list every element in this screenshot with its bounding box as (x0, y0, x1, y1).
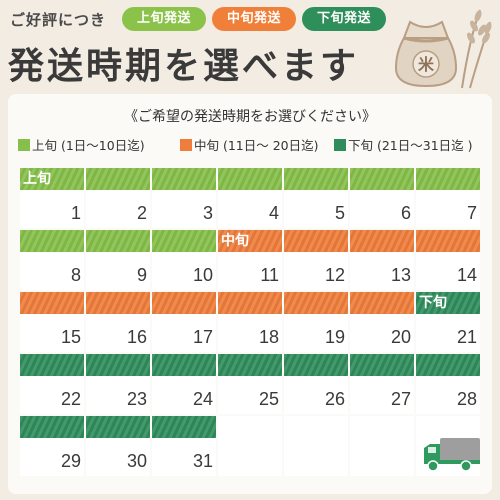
day-number: 17 (192, 327, 213, 347)
calendar-day[interactable]: 23 (86, 354, 150, 414)
day-number: 19 (324, 327, 345, 347)
calendar-empty (350, 416, 414, 476)
calendar-day[interactable]: 下旬 21 (416, 292, 480, 352)
day-number: 28 (456, 389, 477, 409)
legend-item-mid: 中旬 (11日〜 20日迄) (180, 137, 319, 155)
calendar-day[interactable]: 25 (218, 354, 282, 414)
calendar-day[interactable]: 30 (86, 416, 150, 476)
legend: 上旬 (1日〜10日迄) 中旬 (11日〜 20日迄) 下旬 (21日〜31日迄… (18, 137, 488, 155)
day-number: 24 (192, 389, 213, 409)
day-number: 13 (390, 265, 411, 285)
calendar-day[interactable]: 10 (152, 230, 216, 290)
delivery-truck-icon (424, 438, 480, 472)
intro-text: ご好評につき (10, 11, 107, 29)
calendar-day[interactable]: 19 (284, 292, 348, 352)
calendar-day[interactable]: 3 (152, 168, 216, 228)
calendar-day[interactable]: 9 (86, 230, 150, 290)
legend-swatch-early (18, 139, 30, 151)
legend-swatch-late (334, 139, 346, 151)
period-label-early: 上旬 (23, 171, 51, 187)
calendar-empty (218, 416, 282, 476)
day-number: 29 (60, 451, 81, 471)
day-number: 6 (400, 203, 411, 223)
day-number: 22 (60, 389, 81, 409)
day-number: 12 (324, 265, 345, 285)
calendar-day[interactable]: 4 (218, 168, 282, 228)
calendar-day[interactable]: 15 (20, 292, 84, 352)
calendar-day[interactable]: 16 (86, 292, 150, 352)
svg-text:米: 米 (418, 55, 435, 74)
day-number: 5 (334, 203, 345, 223)
calendar-day[interactable]: 27 (350, 354, 414, 414)
calendar-day[interactable]: 12 (284, 230, 348, 290)
day-number: 14 (456, 265, 477, 285)
calendar-day[interactable]: 28 (416, 354, 480, 414)
calendar-day[interactable]: 7 (416, 168, 480, 228)
card-subtitle: 《ご希望の発送時期をお選びください》 (124, 109, 376, 125)
day-number: 27 (390, 389, 411, 409)
day-number: 23 (126, 389, 147, 409)
calendar-day[interactable]: 29 (20, 416, 84, 476)
calendar-day[interactable]: 6 (350, 168, 414, 228)
calendar-day[interactable]: 17 (152, 292, 216, 352)
calendar-day[interactable]: 18 (218, 292, 282, 352)
day-number: 7 (466, 203, 477, 223)
legend-label-early: 上旬 (1日〜10日迄) (32, 138, 145, 153)
rice-bag-icon: 米 (394, 9, 492, 89)
calendar-day[interactable]: 14 (416, 230, 480, 290)
day-number: 25 (258, 389, 279, 409)
calendar-day[interactable]: 22 (20, 354, 84, 414)
calendar-day[interactable]: 13 (350, 230, 414, 290)
badge-early: 上旬発送 (122, 7, 206, 31)
calendar-empty (284, 416, 348, 476)
day-number: 10 (192, 265, 213, 285)
legend-label-mid: 中旬 (11日〜 20日迄) (194, 138, 319, 153)
calendar-day[interactable]: 20 (350, 292, 414, 352)
day-number: 11 (260, 265, 279, 285)
day-number: 20 (390, 327, 411, 347)
day-number: 26 (324, 389, 345, 409)
day-number: 15 (60, 327, 81, 347)
day-number: 16 (126, 327, 147, 347)
legend-item-late: 下旬 (21日〜31日迄 ) (334, 137, 473, 155)
period-label-late: 下旬 (419, 295, 447, 311)
day-number: 18 (258, 327, 279, 347)
calendar-day[interactable]: 26 (284, 354, 348, 414)
calendar-day[interactable]: 24 (152, 354, 216, 414)
calendar-day[interactable]: 31 (152, 416, 216, 476)
day-number: 1 (70, 203, 81, 223)
day-number: 8 (70, 265, 81, 285)
day-number: 3 (202, 203, 213, 223)
badge-late: 下旬発送 (302, 7, 386, 31)
legend-item-early: 上旬 (1日〜10日迄) (18, 137, 145, 155)
day-number: 4 (268, 203, 279, 223)
day-number: 21 (456, 327, 477, 347)
badge-mid: 中旬発送 (212, 7, 296, 31)
day-number: 9 (136, 265, 147, 285)
calendar-day[interactable]: 2 (86, 168, 150, 228)
day-number: 2 (136, 203, 147, 223)
calendar-day[interactable]: 5 (284, 168, 348, 228)
calendar-day[interactable]: 8 (20, 230, 84, 290)
period-label-mid: 中旬 (221, 233, 249, 249)
legend-label-late: 下旬 (21日〜31日迄 ) (348, 138, 473, 153)
day-number: 31 (192, 451, 213, 471)
legend-swatch-mid (180, 139, 192, 151)
page-title: 発送時期を選べます (8, 46, 360, 87)
day-number: 30 (126, 451, 147, 471)
header: ご好評につき 上旬発送 中旬発送 下旬発送 発送時期を選べます 米 (0, 0, 500, 92)
calendar-day[interactable]: 中旬 11 (218, 230, 282, 290)
calendar-day[interactable]: 上旬 1 (20, 168, 84, 228)
